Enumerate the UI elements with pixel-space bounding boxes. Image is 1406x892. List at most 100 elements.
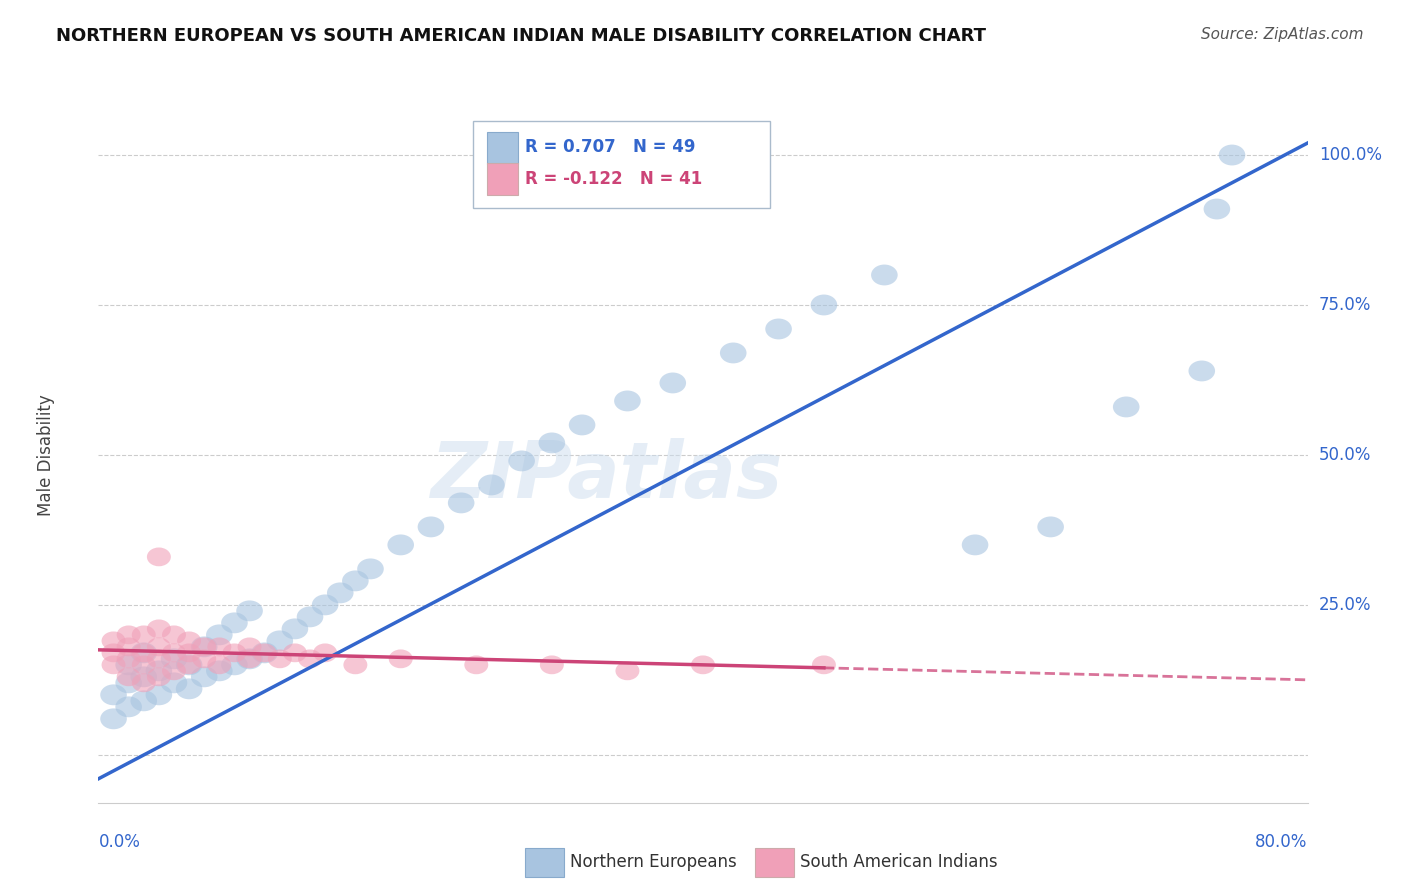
Ellipse shape [177,643,201,662]
Ellipse shape [418,516,444,537]
Ellipse shape [690,656,716,674]
Ellipse shape [252,642,278,664]
Ellipse shape [193,649,217,668]
Ellipse shape [146,649,172,668]
Ellipse shape [297,607,323,627]
Ellipse shape [538,433,565,453]
Ellipse shape [115,655,142,675]
Text: NORTHERN EUROPEAN VS SOUTH AMERICAN INDIAN MALE DISABILITY CORRELATION CHART: NORTHERN EUROPEAN VS SOUTH AMERICAN INDI… [56,27,986,45]
Ellipse shape [478,475,505,495]
Ellipse shape [236,600,263,622]
Ellipse shape [146,638,172,657]
Ellipse shape [659,373,686,393]
FancyBboxPatch shape [526,848,564,877]
Ellipse shape [177,656,201,674]
Ellipse shape [221,655,247,675]
Ellipse shape [1188,360,1215,382]
Ellipse shape [872,265,897,285]
FancyBboxPatch shape [486,163,517,195]
FancyBboxPatch shape [755,848,794,877]
Ellipse shape [117,649,141,668]
Ellipse shape [720,343,747,363]
Ellipse shape [449,492,474,513]
Text: Northern Europeans: Northern Europeans [569,853,737,871]
Ellipse shape [146,548,172,566]
Ellipse shape [328,582,353,603]
Ellipse shape [132,673,156,692]
Ellipse shape [221,613,247,633]
Ellipse shape [267,631,292,651]
Ellipse shape [101,643,125,662]
Ellipse shape [509,450,534,471]
Ellipse shape [176,679,202,699]
Ellipse shape [283,643,307,662]
Ellipse shape [1219,145,1246,165]
Text: South American Indians: South American Indians [800,853,997,871]
Ellipse shape [117,638,141,657]
Ellipse shape [236,648,263,669]
Ellipse shape [146,660,172,681]
Ellipse shape [357,558,384,579]
Ellipse shape [162,643,186,662]
Ellipse shape [253,643,277,662]
Ellipse shape [1038,516,1064,537]
Ellipse shape [207,656,232,674]
Ellipse shape [101,656,125,674]
Text: 0.0%: 0.0% [98,833,141,851]
Ellipse shape [1114,397,1139,417]
Ellipse shape [314,643,337,662]
Text: Source: ZipAtlas.com: Source: ZipAtlas.com [1201,27,1364,42]
Text: 80.0%: 80.0% [1256,833,1308,851]
Ellipse shape [146,684,172,706]
Ellipse shape [132,643,156,662]
Ellipse shape [131,690,157,711]
Ellipse shape [191,636,218,657]
Ellipse shape [115,673,142,693]
Text: 25.0%: 25.0% [1319,596,1371,614]
Ellipse shape [160,673,187,693]
Ellipse shape [117,667,141,686]
Ellipse shape [765,318,792,339]
Text: R = 0.707   N = 49: R = 0.707 N = 49 [526,138,696,156]
Ellipse shape [1204,199,1230,219]
Text: ZIPatlas: ZIPatlas [430,438,782,514]
Ellipse shape [811,656,837,674]
Ellipse shape [343,656,367,674]
Ellipse shape [191,666,218,687]
Ellipse shape [100,684,127,706]
Ellipse shape [298,649,322,668]
Ellipse shape [132,625,156,644]
Ellipse shape [222,643,246,662]
Ellipse shape [132,656,156,674]
Ellipse shape [115,697,142,717]
Ellipse shape [146,619,172,639]
Ellipse shape [193,638,217,657]
Ellipse shape [100,708,127,730]
Ellipse shape [540,656,564,674]
Ellipse shape [177,632,201,650]
Ellipse shape [162,662,186,681]
Text: 50.0%: 50.0% [1319,446,1371,464]
Text: Male Disability: Male Disability [37,394,55,516]
Ellipse shape [176,655,202,675]
FancyBboxPatch shape [474,121,769,208]
Ellipse shape [962,534,988,556]
Text: 75.0%: 75.0% [1319,296,1371,314]
Ellipse shape [312,594,339,615]
Ellipse shape [811,294,837,316]
Ellipse shape [388,534,413,556]
Ellipse shape [464,656,488,674]
Ellipse shape [117,625,141,644]
Ellipse shape [267,649,292,668]
Text: 100.0%: 100.0% [1319,146,1382,164]
FancyBboxPatch shape [486,132,517,164]
Ellipse shape [131,642,157,664]
Text: R = -0.122   N = 41: R = -0.122 N = 41 [526,169,703,187]
Ellipse shape [281,618,308,640]
Ellipse shape [160,648,187,669]
Ellipse shape [238,649,262,668]
Ellipse shape [238,638,262,657]
Ellipse shape [131,666,157,687]
Ellipse shape [207,660,232,681]
Ellipse shape [388,649,413,668]
